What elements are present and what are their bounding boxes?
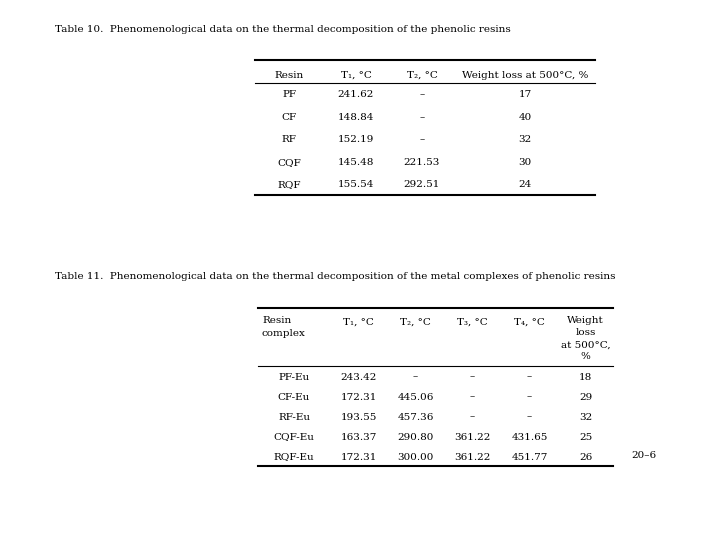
Text: Table 11.  Phenomenological data on the thermal decomposition of the metal compl: Table 11. Phenomenological data on the t…	[55, 272, 616, 281]
Text: PF-Eu: PF-Eu	[279, 373, 310, 381]
Text: 290.80: 290.80	[397, 433, 433, 442]
Text: RF-Eu: RF-Eu	[278, 413, 310, 422]
Text: 457.36: 457.36	[397, 413, 433, 422]
Text: Resin: Resin	[274, 71, 304, 79]
Text: T₂, °C: T₂, °C	[400, 318, 431, 327]
Text: –: –	[419, 136, 425, 144]
Text: –: –	[413, 373, 418, 381]
Text: RQF-Eu: RQF-Eu	[274, 453, 315, 462]
Text: 32: 32	[579, 413, 592, 422]
Text: 26: 26	[579, 453, 592, 462]
Text: PF: PF	[282, 90, 296, 99]
Text: 148.84: 148.84	[338, 113, 374, 122]
Text: CF-Eu: CF-Eu	[278, 393, 310, 402]
Text: –: –	[470, 413, 475, 422]
Text: CF: CF	[282, 113, 297, 122]
Text: Resin
complex: Resin complex	[262, 316, 306, 338]
Text: 145.48: 145.48	[338, 158, 374, 167]
Text: 40: 40	[518, 113, 531, 122]
Text: –: –	[527, 413, 532, 422]
Text: 241.62: 241.62	[338, 90, 374, 99]
Text: 155.54: 155.54	[338, 180, 374, 190]
Text: T₁, °C: T₁, °C	[343, 318, 374, 327]
Text: 361.22: 361.22	[454, 453, 491, 462]
Text: RF: RF	[282, 136, 297, 144]
Text: –: –	[470, 393, 475, 402]
Text: 25: 25	[579, 433, 592, 442]
Text: –: –	[527, 393, 532, 402]
Text: T₂, °C: T₂, °C	[407, 71, 438, 79]
Text: –: –	[419, 113, 425, 122]
Text: Table 10.  Phenomenological data on the thermal decomposition of the phenolic re: Table 10. Phenomenological data on the t…	[55, 25, 510, 34]
Text: 29: 29	[579, 393, 592, 402]
Text: –: –	[419, 90, 425, 99]
Text: T₄, °C: T₄, °C	[514, 318, 545, 327]
Text: RQF: RQF	[277, 180, 301, 190]
Text: 431.65: 431.65	[511, 433, 548, 442]
Text: T₁, °C: T₁, °C	[341, 71, 372, 79]
Text: 18: 18	[579, 373, 592, 381]
Text: 172.31: 172.31	[341, 393, 377, 402]
Text: 193.55: 193.55	[341, 413, 377, 422]
Text: –: –	[470, 373, 475, 381]
Text: 152.19: 152.19	[338, 136, 374, 144]
Text: 361.22: 361.22	[454, 433, 491, 442]
Text: 32: 32	[518, 136, 531, 144]
Text: 300.00: 300.00	[397, 453, 433, 462]
Text: 24: 24	[518, 180, 531, 190]
Text: 20–6: 20–6	[631, 451, 656, 461]
Text: Weight loss at 500°C, %: Weight loss at 500°C, %	[462, 71, 588, 79]
Text: 292.51: 292.51	[404, 180, 440, 190]
Text: 172.31: 172.31	[341, 453, 377, 462]
Text: Weight
loss
at 500°C,
%: Weight loss at 500°C, %	[561, 316, 611, 361]
Text: 17: 17	[518, 90, 531, 99]
Text: CQF-Eu: CQF-Eu	[274, 433, 315, 442]
Text: 451.77: 451.77	[511, 453, 548, 462]
Text: CQF: CQF	[277, 158, 301, 167]
Text: T₃, °C: T₃, °C	[457, 318, 488, 327]
Text: –: –	[527, 373, 532, 381]
Text: 445.06: 445.06	[397, 393, 433, 402]
Text: 30: 30	[518, 158, 531, 167]
Text: 221.53: 221.53	[404, 158, 440, 167]
Text: 163.37: 163.37	[341, 433, 377, 442]
Text: 243.42: 243.42	[341, 373, 377, 381]
